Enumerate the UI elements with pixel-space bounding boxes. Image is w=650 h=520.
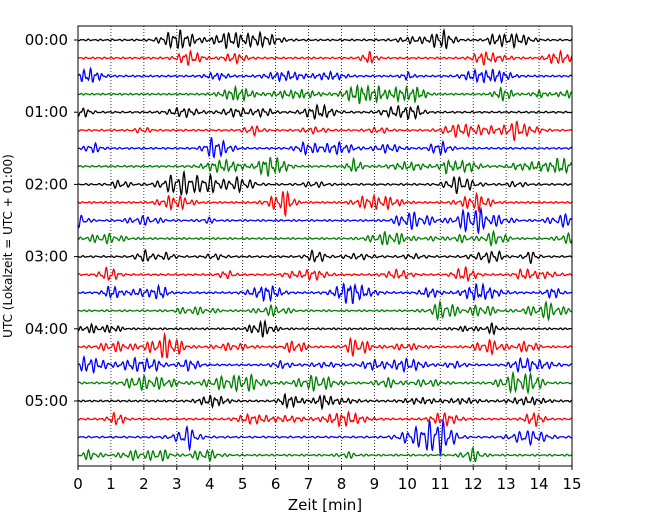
trace-line [77, 419, 573, 455]
trace-line [77, 83, 573, 105]
trace-line [77, 331, 573, 359]
y-tick-label: 03:00 [25, 248, 68, 266]
y-tick-label: 05:00 [25, 392, 68, 410]
y-axis-label: UTC (Lokalzeit = UTC + 01:00) [1, 154, 15, 338]
trace-line [77, 156, 573, 177]
x-tick-label: 2 [139, 475, 149, 493]
trace-line [77, 206, 573, 235]
trace-group [77, 27, 573, 463]
x-tick-label: 10 [398, 475, 417, 493]
trace-line [77, 190, 573, 218]
trace-line [77, 137, 573, 159]
trace-line [77, 354, 573, 375]
trace-line [77, 103, 573, 121]
trace-line [77, 392, 573, 411]
trace-line [77, 120, 573, 142]
x-tick-label: 7 [304, 475, 314, 493]
x-tick-label: 1 [106, 475, 116, 493]
trace-line [77, 169, 573, 196]
y-tick-label: 02:00 [25, 175, 68, 193]
trace-line [77, 27, 573, 50]
x-tick-label: 11 [431, 475, 450, 493]
trace-line [77, 299, 573, 322]
trace-line [77, 282, 573, 305]
x-tick-label: 15 [562, 475, 581, 493]
y-tick-label: 00:00 [25, 31, 68, 49]
x-tick-label: 9 [370, 475, 380, 493]
x-tick-label: 8 [337, 475, 347, 493]
grid-lines [110, 26, 540, 466]
x-tick-label: 14 [530, 475, 549, 493]
trace-line [77, 49, 573, 66]
y-tick-label: 01:00 [25, 103, 68, 121]
x-tick-label: 6 [271, 475, 281, 493]
trace-line [77, 266, 573, 283]
x-tick-label: 5 [238, 475, 248, 493]
trace-line [77, 229, 573, 248]
x-tick-label: 0 [73, 475, 83, 493]
trace-line [77, 248, 573, 265]
x-axis-ticks: 0 1 2 3 4 5 6 7 8 9 10 11 12 13 14 15 [73, 466, 582, 493]
x-tick-label: 13 [497, 475, 516, 493]
plot-frame [77, 25, 573, 467]
y-axis-ticks: 00:00 01:00 02:00 03:00 04:00 05:00 [25, 31, 78, 410]
trace-line [77, 370, 573, 395]
x-tick-label: 3 [172, 475, 182, 493]
trace-line [77, 318, 573, 338]
y-tick-label: 04:00 [25, 320, 68, 338]
x-tick-label: 4 [205, 475, 215, 493]
trace-line [77, 410, 573, 428]
x-tick-label: 12 [464, 475, 483, 493]
trace-line [77, 66, 573, 85]
trace-line [77, 446, 573, 463]
x-axis-label: Zeit [min] [288, 496, 362, 514]
